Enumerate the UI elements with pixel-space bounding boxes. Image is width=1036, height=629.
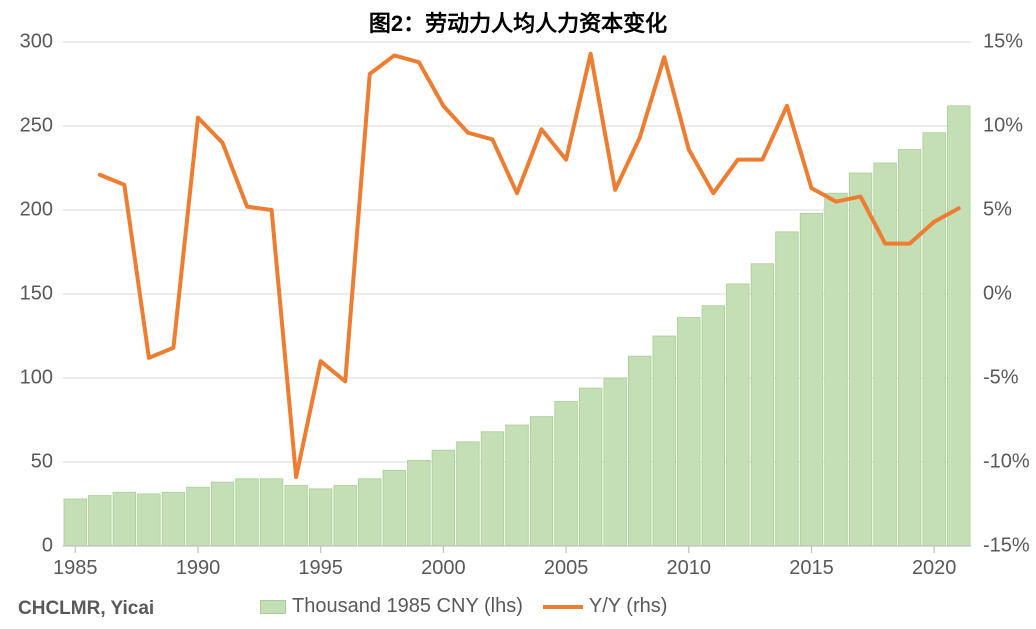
x-tick-label: 2000 bbox=[421, 557, 466, 579]
bar bbox=[432, 450, 455, 546]
y-right-tick-label: -10% bbox=[983, 450, 1030, 472]
legend-label-bars: Thousand 1985 CNY (lhs) bbox=[292, 595, 523, 618]
bar bbox=[285, 486, 308, 546]
bar bbox=[579, 388, 602, 546]
bar bbox=[849, 173, 872, 546]
legend-label-line: Y/Y (rhs) bbox=[589, 595, 668, 618]
y-right-tick-label: -5% bbox=[983, 366, 1019, 388]
bar bbox=[89, 496, 112, 546]
bar bbox=[874, 163, 897, 546]
bar bbox=[383, 470, 406, 546]
x-tick-label: 1990 bbox=[176, 557, 221, 579]
bar bbox=[702, 306, 725, 546]
x-tick-label: 1985 bbox=[53, 557, 98, 579]
bar bbox=[358, 479, 381, 546]
y-left-tick-label: 200 bbox=[20, 198, 53, 220]
bar bbox=[530, 417, 553, 546]
bar bbox=[260, 479, 283, 546]
bar bbox=[677, 318, 700, 546]
bar bbox=[898, 150, 921, 546]
bar bbox=[211, 482, 234, 546]
legend-swatch-bars bbox=[260, 600, 286, 614]
bar bbox=[776, 232, 799, 546]
bar bbox=[506, 425, 529, 546]
x-tick-label: 2020 bbox=[912, 557, 957, 579]
bar bbox=[825, 193, 848, 546]
source-label: CHCLMR, Yicai bbox=[18, 598, 154, 620]
bar bbox=[334, 486, 357, 546]
bar bbox=[604, 378, 627, 546]
bar bbox=[481, 432, 504, 546]
bar bbox=[113, 492, 136, 546]
x-tick-label: 1995 bbox=[298, 557, 343, 579]
chart-area: 050100150200250300-15%-10%-5%0%5%10%15%1… bbox=[63, 42, 971, 546]
bar bbox=[800, 213, 823, 546]
x-tick-label: 2010 bbox=[667, 557, 712, 579]
bar bbox=[187, 487, 210, 546]
bar bbox=[727, 284, 750, 546]
chart-svg: 050100150200250300-15%-10%-5%0%5%10%15%1… bbox=[63, 42, 971, 546]
bar bbox=[408, 460, 431, 546]
y-left-tick-label: 300 bbox=[20, 30, 53, 52]
y-left-tick-label: 250 bbox=[20, 114, 53, 136]
y-left-tick-label: 0 bbox=[42, 534, 53, 556]
bar bbox=[138, 494, 161, 546]
y-left-tick-label: 50 bbox=[31, 450, 53, 472]
y-right-tick-label: 5% bbox=[983, 198, 1012, 220]
legend-item-bars: Thousand 1985 CNY (lhs) bbox=[260, 595, 523, 618]
legend-item-line: Y/Y (rhs) bbox=[543, 595, 668, 618]
bar bbox=[751, 264, 774, 546]
bar bbox=[64, 499, 87, 546]
x-tick-label: 2005 bbox=[544, 557, 589, 579]
y-left-tick-label: 150 bbox=[20, 282, 53, 304]
bar bbox=[628, 356, 651, 546]
bar bbox=[555, 402, 578, 546]
y-right-tick-label: -15% bbox=[983, 534, 1030, 556]
bar bbox=[947, 106, 970, 546]
chart-title: 图2：劳动力人均人力资本变化 bbox=[0, 6, 1036, 38]
y-right-tick-label: 0% bbox=[983, 282, 1012, 304]
bar bbox=[923, 133, 946, 546]
y-right-tick-label: 15% bbox=[983, 30, 1023, 52]
bar bbox=[457, 442, 480, 546]
bar bbox=[236, 479, 259, 546]
bar bbox=[309, 489, 332, 546]
legend: Thousand 1985 CNY (lhs) Y/Y (rhs) bbox=[260, 595, 667, 618]
legend-swatch-line bbox=[543, 605, 583, 609]
y-right-tick-label: 10% bbox=[983, 114, 1023, 136]
x-tick-label: 2015 bbox=[789, 557, 834, 579]
bar bbox=[653, 336, 676, 546]
y-left-tick-label: 100 bbox=[20, 366, 53, 388]
bar bbox=[162, 492, 185, 546]
